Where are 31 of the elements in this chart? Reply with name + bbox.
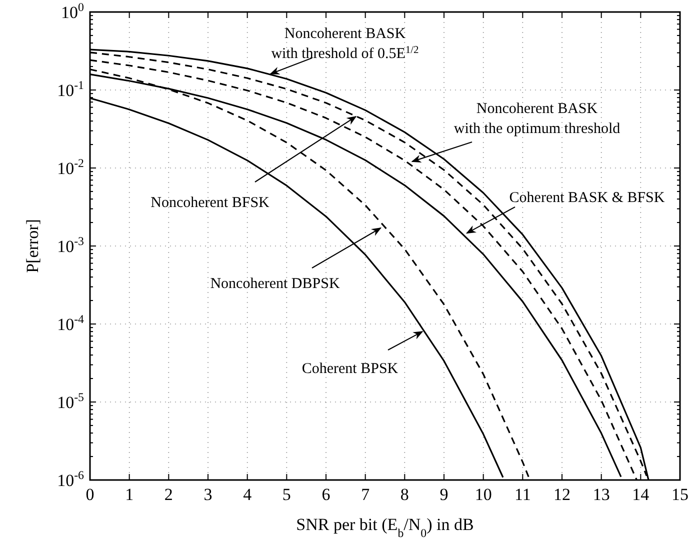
x-tick-label: 14 [632,485,650,504]
annotation: Coherent BPSK [302,361,398,377]
x-tick-label: 5 [282,485,291,504]
x-tick-label: 4 [243,485,252,504]
x-tick-label: 6 [322,485,330,504]
annotation: Noncoherent BASK with threshold of 0.5E$^{1/2}$ [271,26,419,62]
x-tick-label: 2 [164,485,173,504]
y-tick-label: 10$^{-1}$ [57,78,84,100]
x-tick-label: 10 [474,485,492,504]
annotation: Noncoherent BASK with the optimum threshold [454,101,621,137]
x-tick-label: 12 [554,485,570,504]
x-axis-title: SNR per bit (E$_{b}$/N$_{0}$) in dB [296,515,474,540]
x-tick-label: 8 [400,485,409,504]
y-tick-label: 10$^{-3}$ [57,234,84,256]
x-tick-label: 13 [592,485,610,504]
y-tick-label: 10$^{-4}$ [57,312,84,334]
annotation: Noncoherent BFSK [150,195,270,211]
x-tick-label: 11 [514,485,531,504]
y-axis-title: P[error] [23,219,42,273]
y-tick-label: 10$^{-2}$ [57,156,84,178]
x-tick-label: 7 [361,485,370,504]
annotation: Coherent BASK & BFSK [509,190,665,206]
y-tick-label: 10$^{-6}$ [57,468,84,490]
annotation: Noncoherent DBPSK [210,276,340,292]
x-tick-label: 0 [86,485,94,504]
y-tick-label: 10$^{0}$ [61,0,84,22]
y-tick-label: 10$^{-5}$ [57,390,84,412]
x-tick-label: 3 [204,485,212,504]
x-tick-label: 15 [672,485,688,504]
x-tick-label: 1 [125,485,134,504]
x-tick-label: 9 [440,485,448,504]
